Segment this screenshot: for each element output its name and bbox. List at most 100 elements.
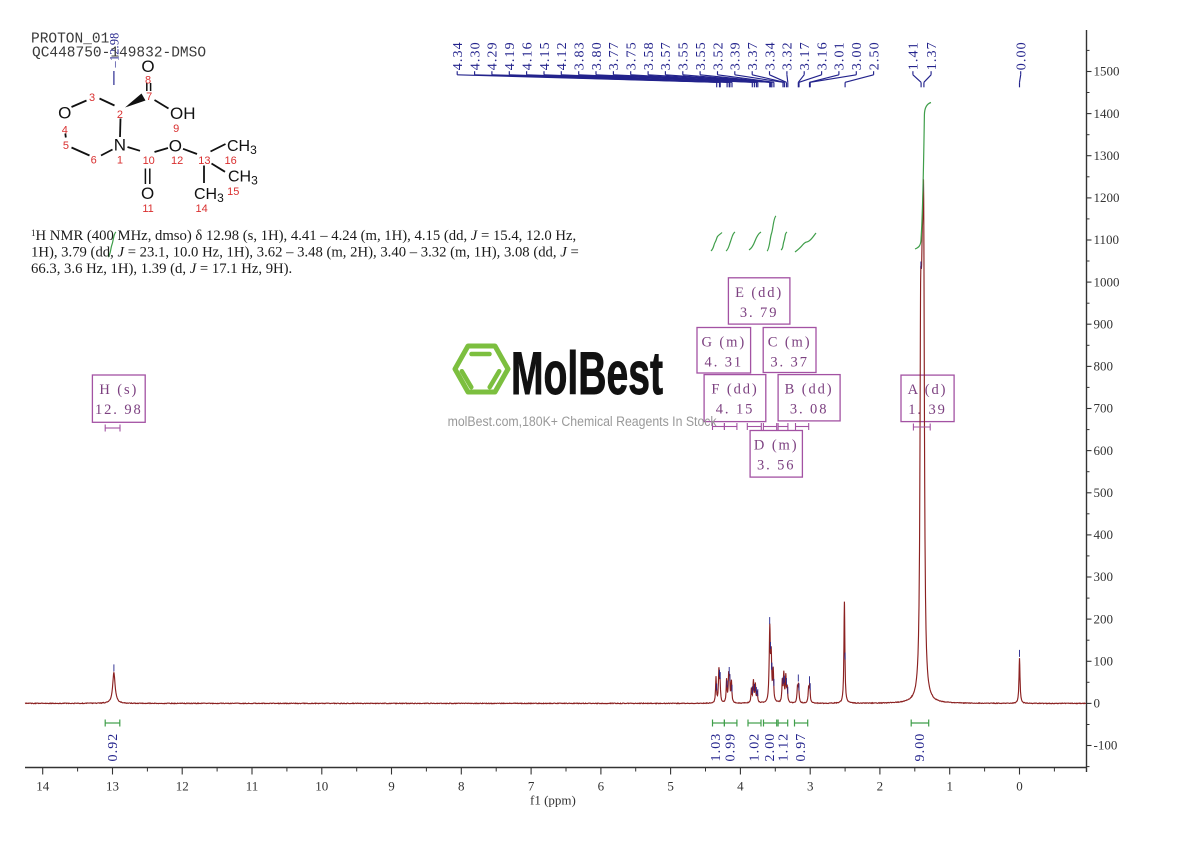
svg-text:1.02: 1.02	[748, 733, 763, 762]
svg-text:3.52: 3.52	[711, 41, 726, 70]
svg-text:300: 300	[1094, 569, 1114, 584]
svg-text:4: 4	[62, 124, 68, 136]
svg-text:3.01: 3.01	[833, 41, 848, 70]
svg-text:3.34: 3.34	[763, 41, 778, 70]
svg-text:B (dd): B (dd)	[785, 382, 834, 398]
svg-text:3.77: 3.77	[607, 41, 622, 70]
svg-text:MolBest: MolBest	[511, 340, 663, 407]
svg-text:4.15: 4.15	[538, 41, 553, 70]
svg-text:QC448750-149832-DMSO: QC448750-149832-DMSO	[32, 46, 206, 62]
svg-text:D (m): D (m)	[754, 438, 799, 454]
svg-text:7: 7	[528, 779, 535, 794]
svg-text:14: 14	[195, 203, 207, 215]
svg-text:500: 500	[1094, 485, 1114, 500]
svg-text:200: 200	[1094, 611, 1114, 626]
svg-text:1200: 1200	[1094, 190, 1120, 205]
svg-text:OH: OH	[170, 104, 196, 123]
svg-text:6: 6	[91, 154, 97, 166]
svg-text:3: 3	[89, 92, 95, 104]
svg-text:14: 14	[36, 779, 50, 794]
svg-text:11: 11	[142, 203, 153, 215]
svg-text:3.80: 3.80	[590, 41, 605, 70]
svg-text:12: 12	[171, 155, 183, 167]
svg-text:H (s): H (s)	[99, 382, 138, 398]
svg-text:4.19: 4.19	[503, 41, 518, 70]
svg-text:1. 39: 1. 39	[908, 402, 947, 418]
svg-text:3.57: 3.57	[659, 41, 674, 70]
svg-text:CH3: CH3	[194, 186, 224, 205]
svg-text:9: 9	[388, 779, 395, 794]
svg-text:C (m): C (m)	[768, 335, 812, 351]
svg-text:12: 12	[176, 779, 189, 794]
svg-text:0.00: 0.00	[1015, 41, 1030, 70]
svg-text:3.75: 3.75	[625, 41, 640, 70]
svg-text:1: 1	[946, 779, 953, 794]
svg-text:2: 2	[117, 109, 123, 121]
svg-text:4.12: 4.12	[555, 41, 570, 70]
svg-text:-100: -100	[1094, 738, 1118, 753]
svg-text:2.50: 2.50	[867, 41, 882, 70]
svg-text:1H NMR (400 MHz, dmso) δ 12.98: 1H NMR (400 MHz, dmso) δ 12.98 (s, 1H), …	[31, 228, 576, 244]
svg-text:4.30: 4.30	[468, 41, 483, 70]
svg-text:0.92: 0.92	[106, 733, 121, 762]
svg-text:4.29: 4.29	[486, 41, 501, 70]
svg-text:1100: 1100	[1094, 232, 1120, 247]
svg-text:1300: 1300	[1094, 148, 1120, 163]
svg-text:3.32: 3.32	[781, 41, 796, 70]
svg-text:–12.98: –12.98	[107, 32, 121, 68]
svg-text:CH3: CH3	[228, 169, 258, 188]
svg-text:E (dd): E (dd)	[735, 285, 783, 301]
svg-text:3.55: 3.55	[677, 41, 692, 70]
svg-text:1.37: 1.37	[925, 41, 940, 70]
svg-text:1.12: 1.12	[777, 733, 792, 762]
svg-text:3: 3	[807, 779, 814, 794]
svg-text:1.03: 1.03	[709, 733, 724, 762]
svg-text:F (dd): F (dd)	[711, 382, 758, 398]
svg-text:O: O	[169, 136, 182, 155]
svg-text:1500: 1500	[1094, 64, 1120, 79]
svg-text:3. 56: 3. 56	[757, 458, 796, 474]
svg-text:800: 800	[1094, 359, 1114, 374]
svg-text:0.97: 0.97	[794, 733, 809, 762]
svg-text:10: 10	[315, 779, 328, 794]
svg-text:3.83: 3.83	[573, 41, 588, 70]
svg-text:400: 400	[1094, 527, 1114, 542]
svg-text:3.00: 3.00	[850, 41, 865, 70]
svg-text:8: 8	[458, 779, 465, 794]
svg-text:3.55: 3.55	[694, 41, 709, 70]
svg-text:4.16: 4.16	[520, 41, 535, 70]
svg-text:G (m): G (m)	[702, 335, 747, 351]
svg-text:1000: 1000	[1094, 274, 1120, 289]
svg-text:3. 37: 3. 37	[770, 355, 809, 371]
svg-text:10: 10	[143, 155, 155, 167]
svg-text:66.3, 3.6 Hz, 1H), 1.39 (d, J: 66.3, 3.6 Hz, 1H), 1.39 (d, J = 17.1 Hz,…	[31, 261, 292, 277]
svg-text:3.17: 3.17	[798, 41, 813, 70]
svg-text:4: 4	[737, 779, 744, 794]
svg-text:2: 2	[877, 779, 884, 794]
svg-text:molBest.com,180K+ Chemical Rea: molBest.com,180K+ Chemical Reagents In S…	[448, 414, 717, 429]
svg-text:0.99: 0.99	[723, 733, 738, 762]
svg-text:5: 5	[63, 140, 69, 152]
svg-text:1.41: 1.41	[907, 41, 922, 70]
svg-text:3.39: 3.39	[729, 41, 744, 70]
svg-text:1H), 3.79 (dd, J = 23.1, 10.0: 1H), 3.79 (dd, J = 23.1, 10.0 Hz, 1H), 3…	[31, 245, 579, 261]
svg-text:3. 79: 3. 79	[740, 305, 779, 321]
svg-text:CH3: CH3	[227, 138, 257, 157]
svg-text:O: O	[141, 57, 154, 76]
svg-text:700: 700	[1094, 401, 1114, 416]
svg-text:8: 8	[145, 74, 151, 86]
svg-text:f1 (ppm): f1 (ppm)	[530, 793, 576, 808]
svg-text:600: 600	[1094, 443, 1114, 458]
svg-text:O: O	[58, 103, 71, 122]
svg-text:A (d): A (d)	[908, 382, 948, 398]
svg-text:3.58: 3.58	[642, 41, 657, 70]
svg-text:11: 11	[246, 779, 259, 794]
svg-text:13: 13	[106, 779, 119, 794]
svg-text:5: 5	[667, 779, 674, 794]
svg-text:3.16: 3.16	[815, 41, 830, 70]
svg-text:100: 100	[1094, 654, 1114, 669]
svg-text:4.34: 4.34	[451, 41, 466, 70]
svg-text:2.00: 2.00	[763, 733, 778, 762]
svg-text:9: 9	[173, 123, 179, 135]
svg-text:1400: 1400	[1094, 106, 1120, 121]
